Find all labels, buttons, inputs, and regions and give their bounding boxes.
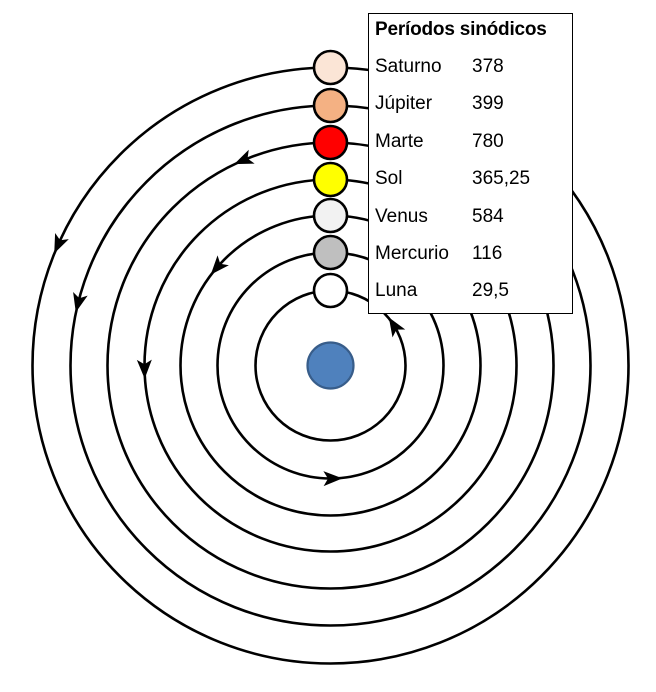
legend-period-value: 780 (472, 131, 504, 152)
legend-period-value: 116 (472, 243, 503, 264)
legend-row-marte: Marte 780 (375, 129, 570, 155)
legend-period-value: 378 (472, 56, 504, 77)
orbit-arrow-mercurio (323, 471, 343, 487)
legend-row-luna: Luna 29,5 (375, 278, 570, 304)
legend-planet-name: Luna (375, 280, 418, 301)
legend-period-value: 365,25 (472, 168, 531, 189)
legend-planet-name: Saturno (375, 56, 442, 77)
planet-venus (312, 197, 349, 234)
orbit-arrow-saturno (54, 233, 69, 254)
legend-planet-name: Marte (375, 131, 424, 152)
planet-jupiter (312, 87, 349, 124)
orbit-arrow-venus (210, 255, 229, 275)
legend-planet-name: Venus (375, 206, 428, 227)
synodic-periods-legend: Períodos sinódicos Saturno 378 Júpiter 3… (368, 13, 573, 314)
planet-mercurio (312, 234, 349, 271)
earth-circle (306, 341, 355, 390)
legend-period-value: 29,5 (472, 280, 509, 301)
legend-period-value: 584 (472, 206, 504, 227)
legend-row-venus: Venus 584 (375, 204, 570, 230)
orbit-arrow-jupiter (73, 292, 88, 313)
legend-period-value: 399 (472, 93, 504, 114)
legend-title: Períodos sinódicos (375, 19, 547, 40)
planet-marte (312, 124, 349, 161)
legend-row-mercurio: Mercurio 116 (375, 241, 570, 267)
orbit-arrow-sol (136, 359, 152, 379)
legend-planet-name: Mercurio (375, 243, 449, 264)
orbit-arrow-luna (388, 317, 406, 338)
legend-row-saturno: Saturno 378 (375, 54, 570, 80)
legend-planet-name: Sol (375, 168, 403, 189)
legend-row-jupiter: Júpiter 399 (375, 91, 570, 117)
planet-luna (312, 272, 349, 309)
legend-planet-name: Júpiter (375, 93, 433, 114)
planet-sol (312, 161, 349, 198)
orbit-arrow-marte (234, 149, 255, 165)
planet-saturno (312, 49, 349, 86)
legend-row-sol: Sol 365,25 (375, 166, 570, 192)
